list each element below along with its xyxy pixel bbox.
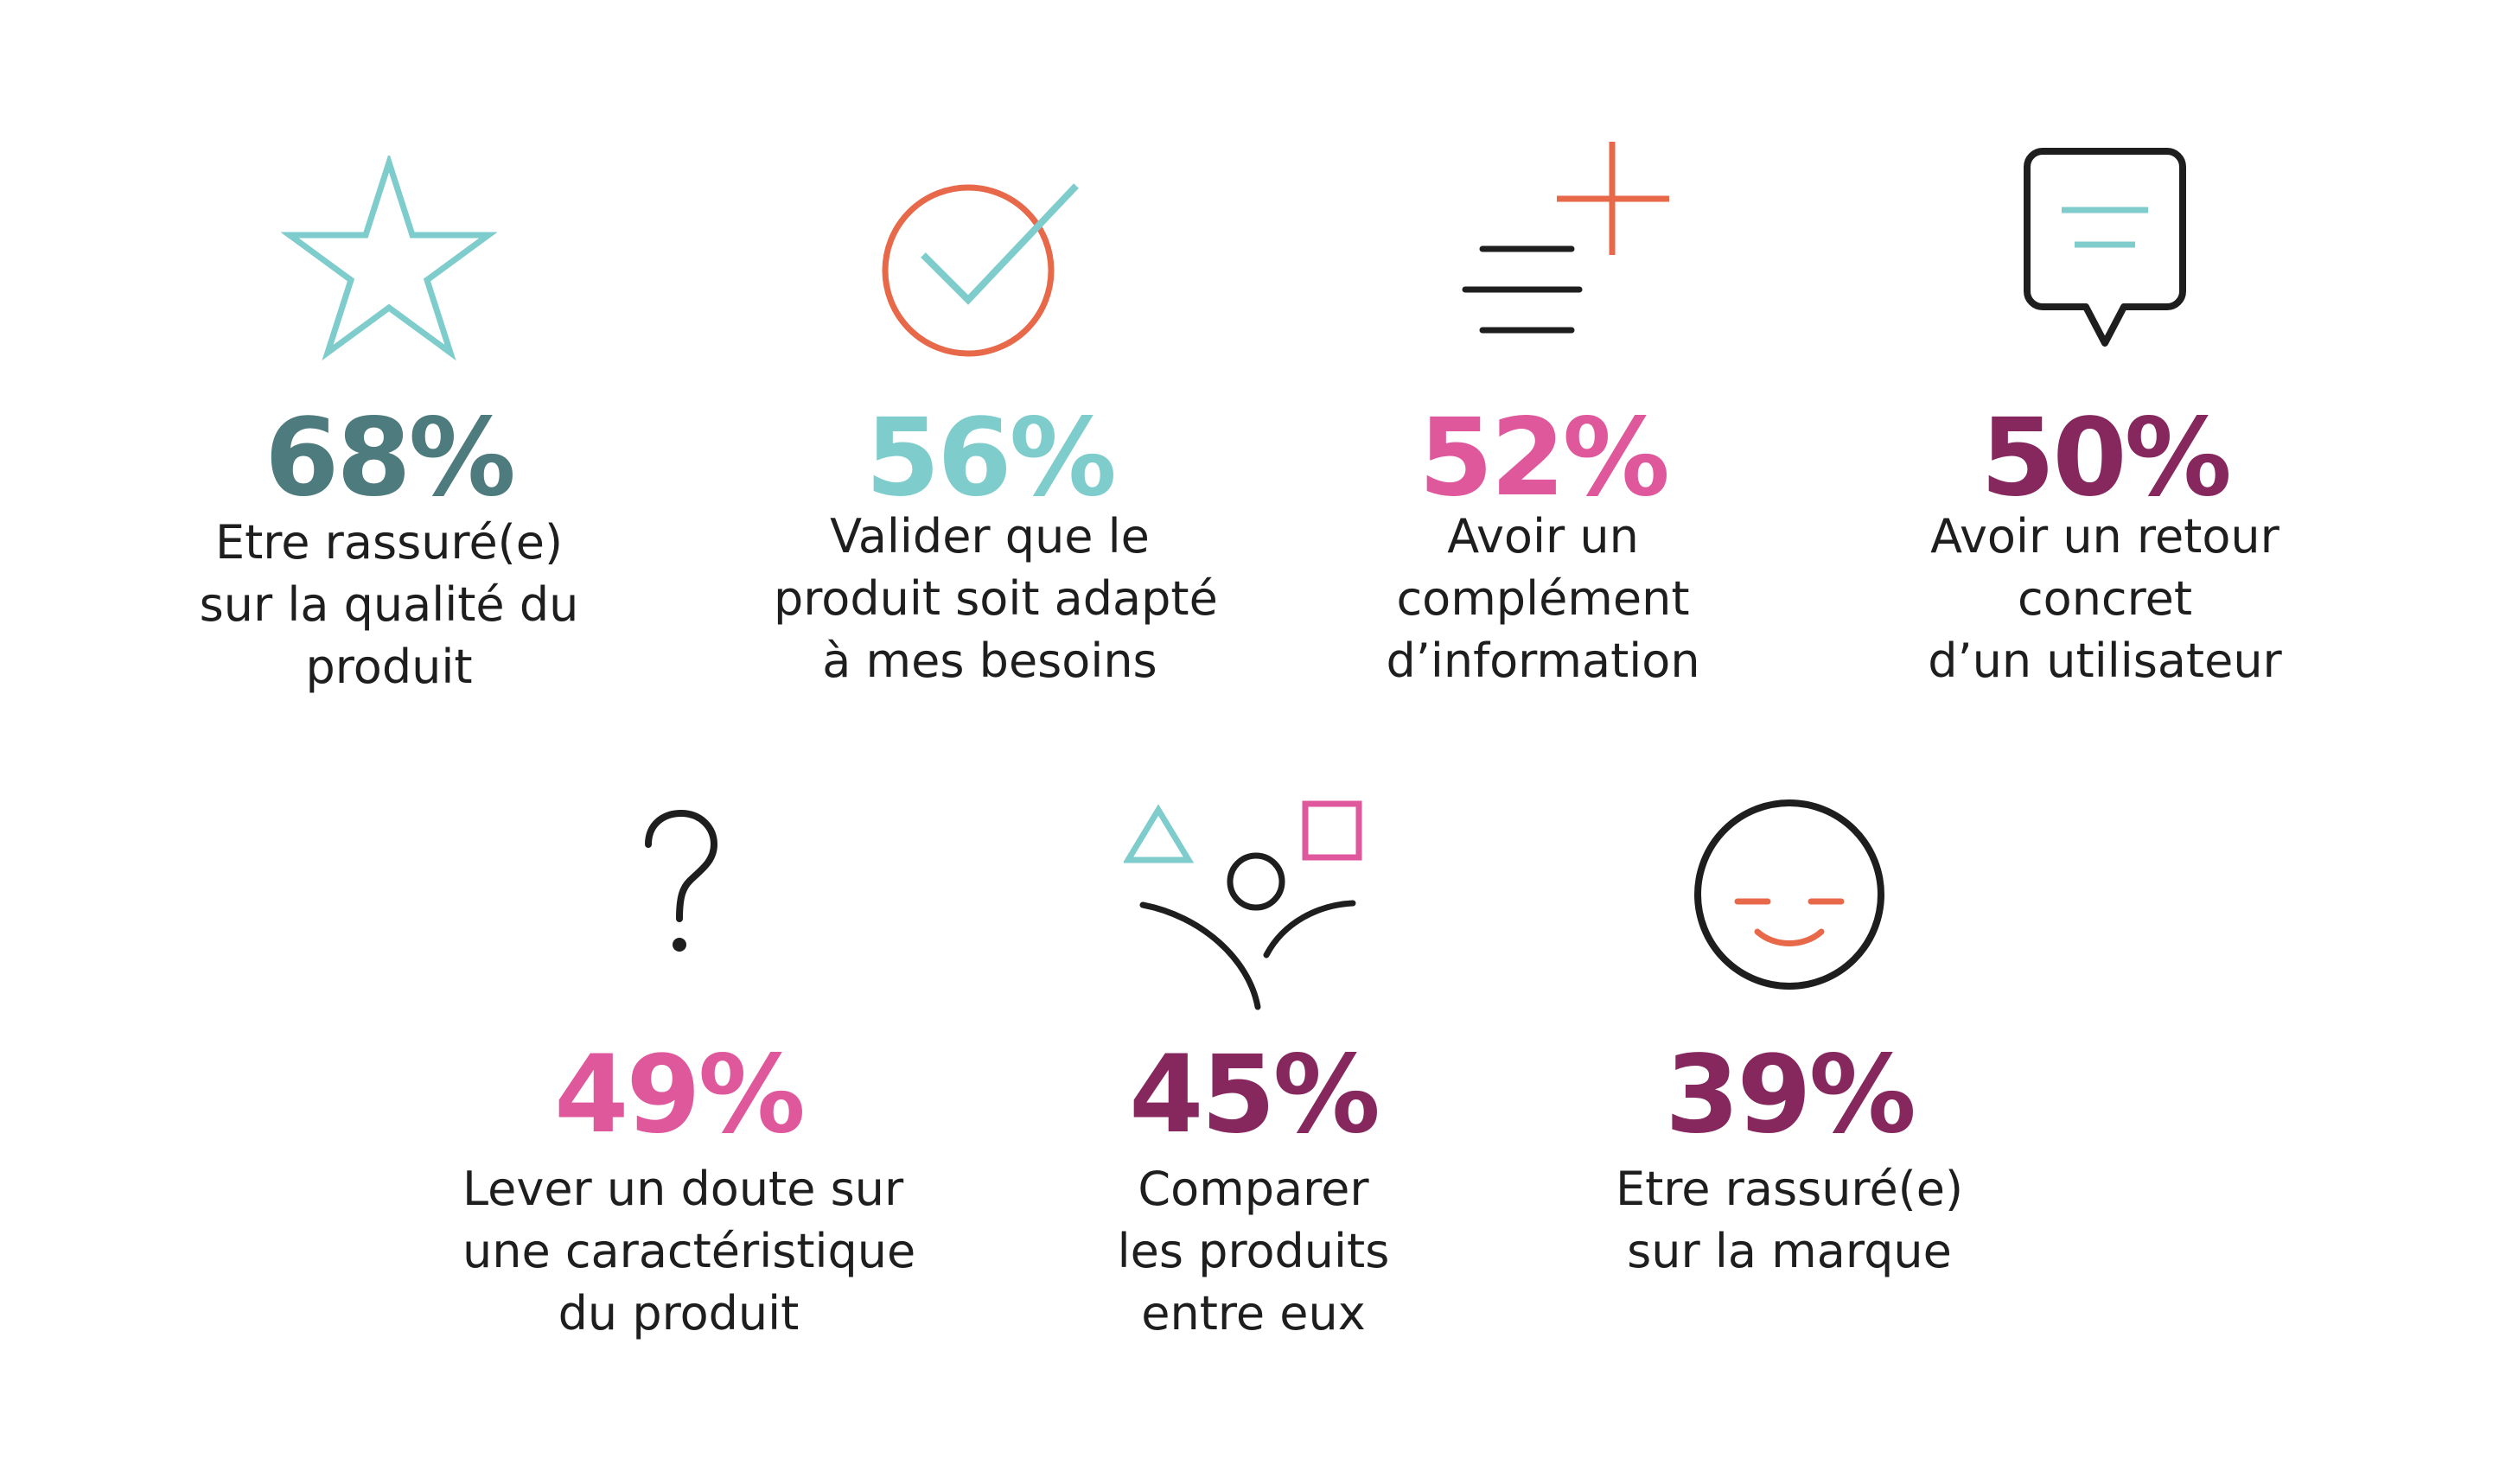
speech-bubble-icon xyxy=(2024,148,2186,347)
stat-remove-doubt: 49% Lever un doute sur une caractéristiq… xyxy=(462,808,916,1361)
stat-description-line: entre eux xyxy=(1141,1286,1366,1341)
stat-value: 45% xyxy=(1129,1033,1380,1157)
stat-value: 49% xyxy=(554,1033,806,1157)
add-info-icon xyxy=(1462,142,1669,334)
stat-description-line: sur la qualité du xyxy=(199,577,579,632)
stat-description-line: sur la marque xyxy=(1627,1224,1952,1278)
stat-description-line: produit xyxy=(305,640,473,694)
star-icon xyxy=(281,156,497,361)
stat-user-feedback: 50% Avoir un retour concret d’un utilisa… xyxy=(1889,143,2321,709)
question-mark-icon xyxy=(645,809,718,952)
stat-description-line: concret xyxy=(2017,571,2193,626)
stat-description-line: d’un utilisateur xyxy=(1928,634,2282,688)
stat-value: 68% xyxy=(265,396,516,520)
stat-value: 56% xyxy=(865,396,1117,520)
stat-description-line: une caractéristique xyxy=(462,1224,916,1278)
stat-compare-products: 45% Comparer les produits entre eux xyxy=(1037,799,1470,1361)
stat-description: Valider que le produit soit adapté à mes… xyxy=(774,506,1218,692)
stat-description-line: Comparer xyxy=(1138,1162,1369,1216)
stat-description-line: Etre rassuré(e) xyxy=(1615,1162,1964,1216)
stat-value: 39% xyxy=(1665,1033,1916,1157)
stat-description-line: Avoir un retour xyxy=(1930,509,2279,564)
stat-brand-reassurance: 39% Etre rassuré(e) sur la marque xyxy=(1573,795,2005,1279)
stat-description-line: à mes besoins xyxy=(822,634,1157,688)
stat-description: Comparer les produits entre eux xyxy=(1037,1158,1470,1345)
stat-description-line: Etre rassuré(e) xyxy=(214,515,564,570)
stat-description: Etre rassuré(e) sur la marque xyxy=(1573,1158,2005,1283)
stat-description-line: les produits xyxy=(1117,1224,1390,1278)
stat-value: 52% xyxy=(1419,396,1670,520)
stat-description-line: d’information xyxy=(1386,634,1700,688)
smiley-icon xyxy=(1694,799,1884,990)
stat-description-line: Valider que le xyxy=(830,509,1150,564)
stat-description-line: du produit xyxy=(558,1286,800,1341)
stat-description-line: Lever un doute sur xyxy=(462,1162,904,1216)
stat-description-line: complément xyxy=(1396,571,1690,626)
stat-product-fit: 56% Valider que le produit soit adapté à… xyxy=(774,156,1218,709)
stat-description: Lever un doute sur une caractéristique d… xyxy=(462,1158,916,1345)
check-circle-icon xyxy=(882,183,1079,357)
stat-description-line: Avoir un xyxy=(1447,509,1639,564)
stat-description: Avoir un retour concret d’un utilisateur xyxy=(1889,506,2321,692)
stat-additional-info: 52% Avoir un complément d’information xyxy=(1327,138,1759,709)
stat-description: Etre rassuré(e) sur la qualité du produi… xyxy=(173,512,605,698)
stat-quality-reassurance: 68% Etre rassuré(e) sur la qualité du pr… xyxy=(173,156,605,709)
stat-value: 50% xyxy=(1980,396,2232,520)
stat-description: Avoir un complément d’information xyxy=(1327,506,1759,692)
stat-description-line: produit soit adapté xyxy=(774,571,1218,626)
person-shapes-icon xyxy=(1124,800,1362,1010)
